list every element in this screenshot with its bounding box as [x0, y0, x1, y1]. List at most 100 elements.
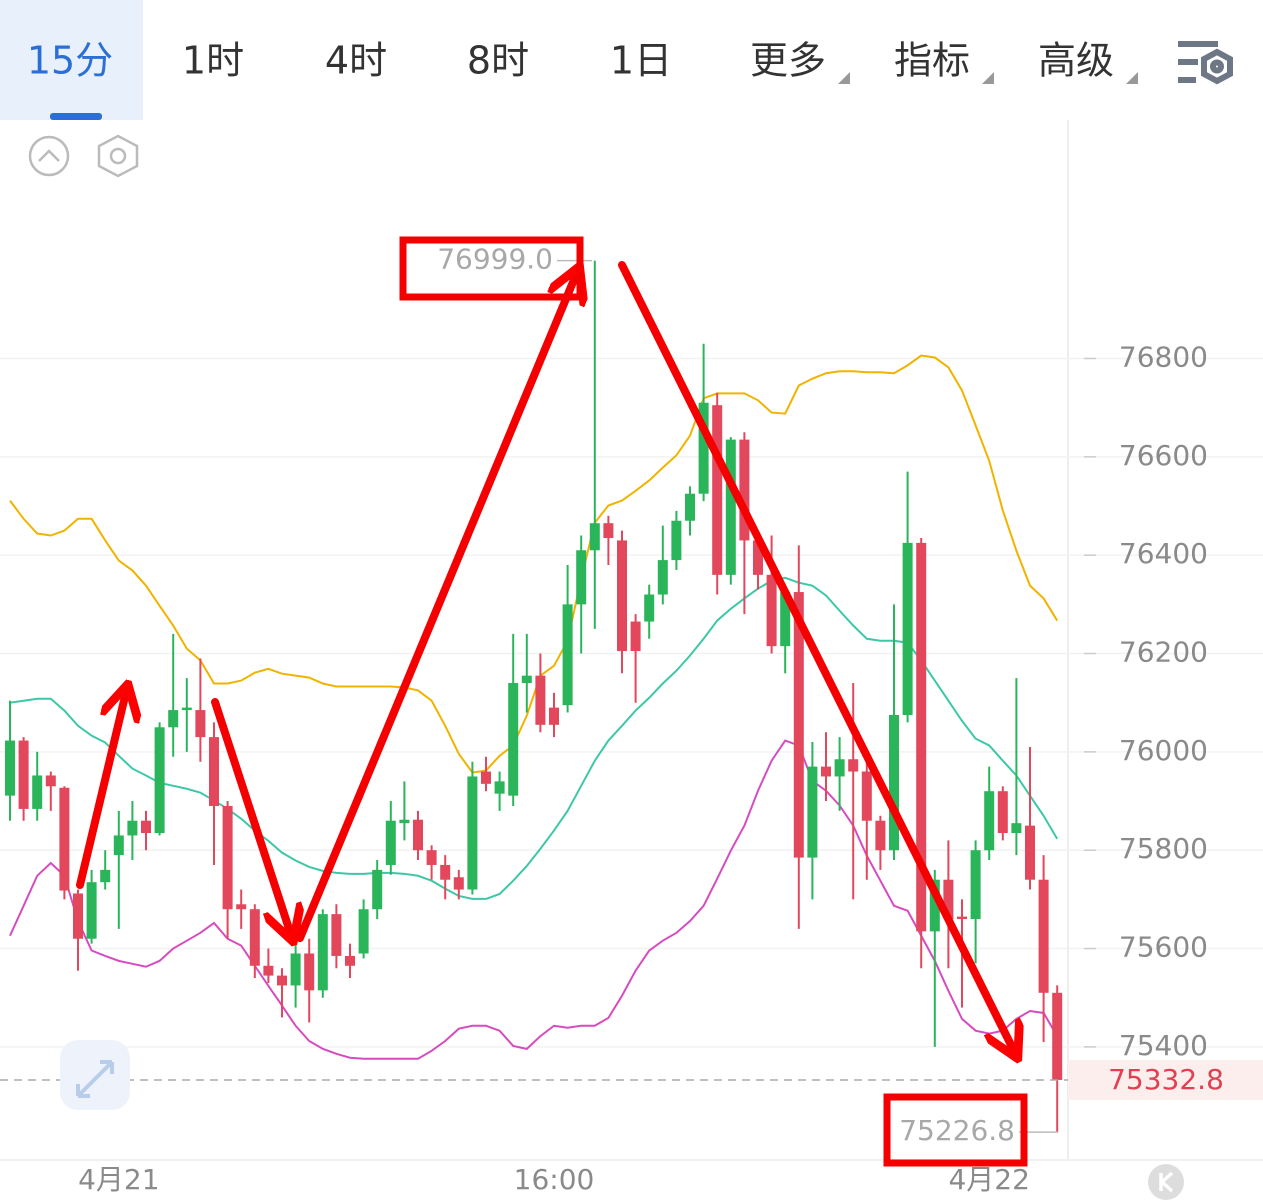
- toolbar-icons: [28, 134, 1184, 1200]
- settings-icon[interactable]: [1178, 41, 1233, 85]
- band-line: [9, 739, 1059, 1060]
- dropdown-mark: [838, 72, 850, 84]
- candle-body: [671, 520, 682, 561]
- expand-button[interactable]: [60, 1040, 130, 1110]
- candle-body: [562, 604, 573, 706]
- candle-body: [535, 675, 546, 725]
- candle-body: [345, 955, 355, 966]
- extreme-label: 75226.8: [899, 1114, 1015, 1147]
- tab[interactable]: 8时: [467, 39, 529, 83]
- k-icon: [1159, 1171, 1174, 1193]
- red-arrow: [211, 698, 292, 938]
- candle-body: [970, 850, 981, 920]
- candle-body: [195, 710, 206, 738]
- band-line: [9, 354, 1059, 774]
- tab[interactable]: 更多: [750, 39, 826, 83]
- candle-body: [725, 439, 736, 575]
- candle-body: [1052, 992, 1063, 1080]
- tab[interactable]: 1时: [182, 39, 244, 83]
- candle-body: [644, 594, 655, 622]
- candle-body: [997, 791, 1008, 834]
- candle-body: [317, 914, 328, 991]
- candle-body: [5, 740, 15, 796]
- highlight-box: [399, 236, 584, 301]
- collapse-chevron: [38, 149, 60, 162]
- candle-body: [413, 819, 423, 851]
- candle-body: [821, 766, 831, 777]
- tab[interactable]: 指标: [894, 39, 970, 83]
- candle-body: [589, 523, 600, 551]
- y-tick-label: 76200: [1119, 636, 1208, 669]
- red-arrow: [296, 270, 578, 942]
- candle-body: [1025, 825, 1035, 880]
- tab[interactable]: 高级: [1038, 39, 1114, 83]
- x-tick-label: 4月21: [78, 1163, 159, 1196]
- dropdown-mark: [1126, 72, 1138, 84]
- band-line: [9, 576, 1059, 900]
- candle-body: [100, 869, 111, 883]
- candle-body: [902, 542, 913, 715]
- candle-body: [73, 893, 83, 939]
- candle-body: [793, 592, 804, 858]
- candle-body: [236, 904, 247, 910]
- expand-icon: [76, 1060, 114, 1098]
- candle-body: [753, 540, 763, 575]
- highlight-box: [883, 1093, 1028, 1167]
- candle-body: [712, 405, 723, 575]
- tab[interactable]: 4时: [325, 39, 387, 83]
- candle-body: [549, 707, 559, 725]
- candle-body: [209, 737, 219, 806]
- settings-hex[interactable]: [97, 134, 139, 178]
- settings-hex-dot: [109, 147, 127, 165]
- last-price-label: 75332.8: [1108, 1063, 1224, 1096]
- candle-body: [263, 965, 274, 976]
- candle-body: [290, 953, 301, 986]
- candle-body: [957, 916, 967, 920]
- y-tick-label: 75400: [1119, 1029, 1208, 1062]
- red-arrow: [76, 688, 127, 889]
- candle-body: [467, 776, 478, 890]
- y-tick-label: 76000: [1119, 734, 1208, 767]
- candle-body: [385, 820, 396, 865]
- plot-area: 75400 75600 75800 76000 76200 76400 76600 76800…: [0, 120, 1263, 1196]
- extreme-label: 76999.0: [437, 243, 553, 276]
- y-tick-label: 76800: [1119, 340, 1208, 373]
- y-tick-label: 75800: [1119, 832, 1208, 865]
- candle-body: [929, 879, 940, 932]
- candle-body: [875, 820, 886, 851]
- last-price-bg: [1068, 1059, 1263, 1100]
- candle-body: [127, 820, 138, 836]
- candle-body: [331, 914, 342, 956]
- candle-body: [426, 850, 437, 865]
- x-tick-label: 16:00: [514, 1163, 595, 1196]
- active-tab-bg: [0, 0, 143, 120]
- candle-body: [141, 820, 151, 834]
- candle-body: [45, 775, 56, 787]
- candle-body: [984, 791, 995, 851]
- candle-body: [685, 493, 695, 521]
- candle-body: [154, 727, 165, 834]
- candle-body: [657, 560, 668, 595]
- y-tick-label: 76600: [1119, 439, 1208, 472]
- collapse-icon[interactable]: [28, 135, 70, 177]
- candle-body: [603, 523, 614, 538]
- candle-body: [168, 710, 179, 728]
- candle-body: [943, 879, 954, 920]
- candle-body: [889, 714, 899, 851]
- candle-body: [1038, 879, 1049, 993]
- candle-body: [399, 819, 410, 824]
- candle-body: [848, 759, 859, 772]
- candle-body: [453, 877, 464, 890]
- y-tick-label: 75600: [1119, 931, 1208, 964]
- tab[interactable]: 15分: [27, 39, 113, 83]
- drawn-annotations: [76, 236, 1028, 1167]
- active-tab-indicator: [50, 113, 102, 120]
- candle-body: [59, 787, 70, 891]
- candle-body: [630, 621, 641, 652]
- k-button[interactable]: [1148, 1164, 1184, 1200]
- tab[interactable]: 1日: [610, 39, 672, 83]
- candle-body: [277, 975, 287, 986]
- dropdown-mark: [982, 72, 994, 84]
- candle-body: [358, 909, 369, 954]
- candle-body: [780, 592, 791, 647]
